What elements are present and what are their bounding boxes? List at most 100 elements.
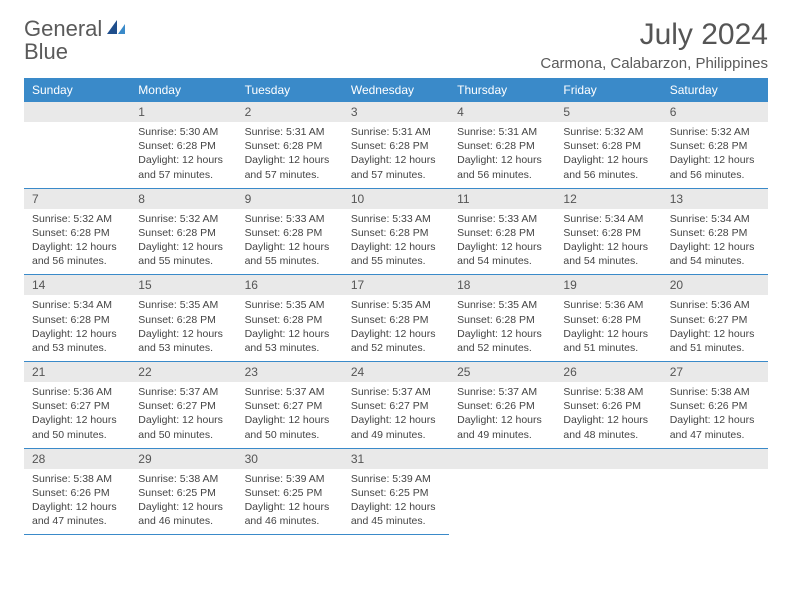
daylight-line: Daylight: 12 hours and 46 minutes. [245, 500, 335, 528]
day-number: 28 [24, 449, 130, 469]
day-details: Sunrise: 5:33 AMSunset: 6:28 PMDaylight:… [237, 209, 343, 275]
sunset-line: Sunset: 6:28 PM [563, 226, 653, 240]
daylight-line: Daylight: 12 hours and 57 minutes. [245, 153, 335, 181]
weekday-header: Monday [130, 78, 236, 102]
sunrise-line: Sunrise: 5:35 AM [245, 298, 335, 312]
sunrise-line: Sunrise: 5:37 AM [245, 385, 335, 399]
sunset-line: Sunset: 6:26 PM [457, 399, 547, 413]
day-details: Sunrise: 5:35 AMSunset: 6:28 PMDaylight:… [343, 295, 449, 361]
sunset-line: Sunset: 6:28 PM [245, 139, 335, 153]
sunset-line: Sunset: 6:28 PM [563, 313, 653, 327]
calendar-day-cell: 17Sunrise: 5:35 AMSunset: 6:28 PMDayligh… [343, 275, 449, 362]
day-number: 31 [343, 449, 449, 469]
calendar-day-cell: 20Sunrise: 5:36 AMSunset: 6:27 PMDayligh… [662, 275, 768, 362]
sunrise-line: Sunrise: 5:37 AM [138, 385, 228, 399]
day-number: 9 [237, 189, 343, 209]
day-number: 27 [662, 362, 768, 382]
calendar-day-cell: 12Sunrise: 5:34 AMSunset: 6:28 PMDayligh… [555, 188, 661, 275]
day-number: 15 [130, 275, 236, 295]
calendar-day-cell: 30Sunrise: 5:39 AMSunset: 6:25 PMDayligh… [237, 448, 343, 535]
day-number: 6 [662, 102, 768, 122]
calendar-week-row: 28Sunrise: 5:38 AMSunset: 6:26 PMDayligh… [24, 448, 768, 535]
sunrise-line: Sunrise: 5:38 AM [670, 385, 760, 399]
sunset-line: Sunset: 6:28 PM [32, 226, 122, 240]
weekday-header: Friday [555, 78, 661, 102]
daylight-line: Daylight: 12 hours and 47 minutes. [670, 413, 760, 441]
logo-word1: General [24, 16, 102, 41]
sunset-line: Sunset: 6:26 PM [670, 399, 760, 413]
daylight-line: Daylight: 12 hours and 55 minutes. [138, 240, 228, 268]
calendar-week-row: 1Sunrise: 5:30 AMSunset: 6:28 PMDaylight… [24, 102, 768, 188]
sunset-line: Sunset: 6:28 PM [457, 313, 547, 327]
sunset-line: Sunset: 6:27 PM [670, 313, 760, 327]
day-details: Sunrise: 5:33 AMSunset: 6:28 PMDaylight:… [449, 209, 555, 275]
sunset-line: Sunset: 6:27 PM [138, 399, 228, 413]
sunrise-line: Sunrise: 5:32 AM [32, 212, 122, 226]
day-details: Sunrise: 5:33 AMSunset: 6:28 PMDaylight:… [343, 209, 449, 275]
sunset-line: Sunset: 6:25 PM [245, 486, 335, 500]
weekday-header: Tuesday [237, 78, 343, 102]
day-details: Sunrise: 5:34 AMSunset: 6:28 PMDaylight:… [24, 295, 130, 361]
calendar-day-cell: 16Sunrise: 5:35 AMSunset: 6:28 PMDayligh… [237, 275, 343, 362]
sunrise-line: Sunrise: 5:30 AM [138, 125, 228, 139]
sunrise-line: Sunrise: 5:31 AM [351, 125, 441, 139]
sunset-line: Sunset: 6:28 PM [351, 139, 441, 153]
weekday-header-row: SundayMondayTuesdayWednesdayThursdayFrid… [24, 78, 768, 102]
daylight-line: Daylight: 12 hours and 52 minutes. [457, 327, 547, 355]
calendar-day-cell: 3Sunrise: 5:31 AMSunset: 6:28 PMDaylight… [343, 102, 449, 188]
location-label: Carmona, Calabarzon, Philippines [540, 55, 768, 72]
sunset-line: Sunset: 6:28 PM [351, 313, 441, 327]
calendar-day-cell: 29Sunrise: 5:38 AMSunset: 6:25 PMDayligh… [130, 448, 236, 535]
calendar-day-cell [449, 448, 555, 535]
calendar-week-row: 14Sunrise: 5:34 AMSunset: 6:28 PMDayligh… [24, 275, 768, 362]
day-details: Sunrise: 5:35 AMSunset: 6:28 PMDaylight:… [237, 295, 343, 361]
daylight-line: Daylight: 12 hours and 46 minutes. [138, 500, 228, 528]
calendar-day-cell: 18Sunrise: 5:35 AMSunset: 6:28 PMDayligh… [449, 275, 555, 362]
calendar-page: General Blue July 2024 Carmona, Calabarz… [0, 0, 792, 612]
sunrise-line: Sunrise: 5:34 AM [670, 212, 760, 226]
calendar-day-cell: 28Sunrise: 5:38 AMSunset: 6:26 PMDayligh… [24, 448, 130, 535]
sunrise-line: Sunrise: 5:32 AM [563, 125, 653, 139]
weekday-header: Sunday [24, 78, 130, 102]
sunset-line: Sunset: 6:28 PM [563, 139, 653, 153]
calendar-day-cell: 25Sunrise: 5:37 AMSunset: 6:26 PMDayligh… [449, 362, 555, 449]
sunrise-line: Sunrise: 5:35 AM [351, 298, 441, 312]
calendar-day-cell: 14Sunrise: 5:34 AMSunset: 6:28 PMDayligh… [24, 275, 130, 362]
sunrise-line: Sunrise: 5:39 AM [351, 472, 441, 486]
day-number: 21 [24, 362, 130, 382]
day-number: 8 [130, 189, 236, 209]
daylight-line: Daylight: 12 hours and 53 minutes. [245, 327, 335, 355]
sunset-line: Sunset: 6:28 PM [138, 139, 228, 153]
day-number: 10 [343, 189, 449, 209]
sunrise-line: Sunrise: 5:36 AM [32, 385, 122, 399]
calendar-day-cell [662, 448, 768, 535]
sunrise-line: Sunrise: 5:35 AM [457, 298, 547, 312]
sunrise-line: Sunrise: 5:36 AM [563, 298, 653, 312]
calendar-day-cell: 15Sunrise: 5:35 AMSunset: 6:28 PMDayligh… [130, 275, 236, 362]
daylight-line: Daylight: 12 hours and 56 minutes. [563, 153, 653, 181]
day-number: 3 [343, 102, 449, 122]
calendar-day-cell: 19Sunrise: 5:36 AMSunset: 6:28 PMDayligh… [555, 275, 661, 362]
day-number: 13 [662, 189, 768, 209]
day-details: Sunrise: 5:36 AMSunset: 6:27 PMDaylight:… [662, 295, 768, 361]
calendar-day-cell: 1Sunrise: 5:30 AMSunset: 6:28 PMDaylight… [130, 102, 236, 188]
day-number: 26 [555, 362, 661, 382]
day-details: Sunrise: 5:31 AMSunset: 6:28 PMDaylight:… [449, 122, 555, 188]
daylight-line: Daylight: 12 hours and 56 minutes. [457, 153, 547, 181]
day-details: Sunrise: 5:37 AMSunset: 6:26 PMDaylight:… [449, 382, 555, 448]
day-number: 12 [555, 189, 661, 209]
daylight-line: Daylight: 12 hours and 54 minutes. [457, 240, 547, 268]
day-details: Sunrise: 5:31 AMSunset: 6:28 PMDaylight:… [237, 122, 343, 188]
weekday-header: Saturday [662, 78, 768, 102]
daylight-line: Daylight: 12 hours and 45 minutes. [351, 500, 441, 528]
day-details: Sunrise: 5:36 AMSunset: 6:27 PMDaylight:… [24, 382, 130, 448]
calendar-day-cell: 21Sunrise: 5:36 AMSunset: 6:27 PMDayligh… [24, 362, 130, 449]
calendar-table: SundayMondayTuesdayWednesdayThursdayFrid… [24, 78, 768, 535]
sunset-line: Sunset: 6:28 PM [32, 313, 122, 327]
calendar-day-cell: 31Sunrise: 5:39 AMSunset: 6:25 PMDayligh… [343, 448, 449, 535]
month-title: July 2024 [540, 18, 768, 51]
day-number: 11 [449, 189, 555, 209]
sunrise-line: Sunrise: 5:38 AM [32, 472, 122, 486]
day-number: 22 [130, 362, 236, 382]
daylight-line: Daylight: 12 hours and 47 minutes. [32, 500, 122, 528]
